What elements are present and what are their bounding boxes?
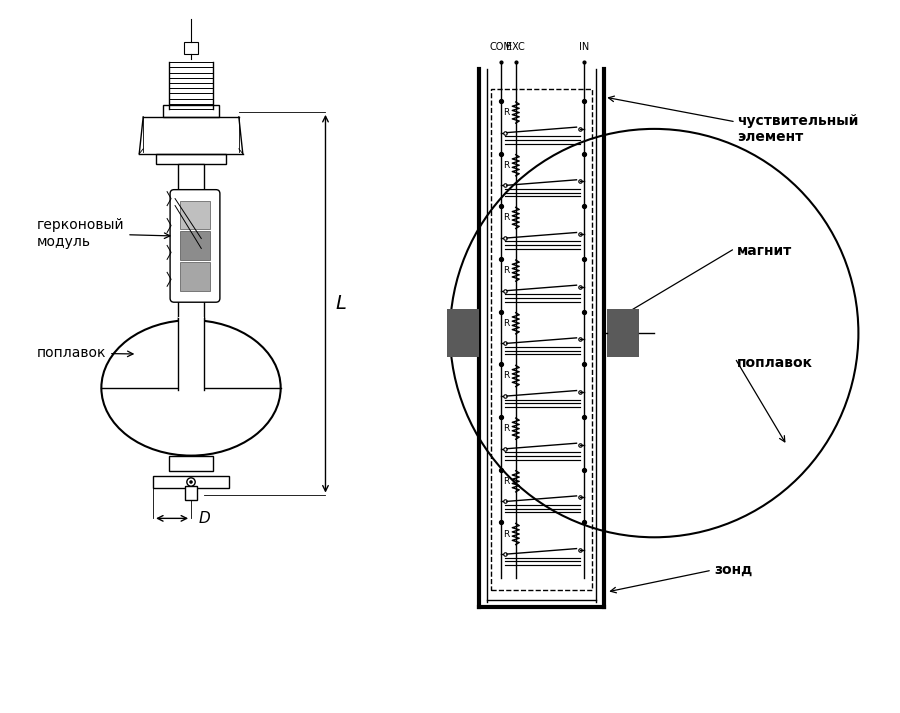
Text: R: R — [503, 266, 508, 275]
Ellipse shape — [102, 320, 281, 456]
Bar — [180, 200, 210, 230]
Bar — [608, 309, 639, 357]
Bar — [180, 262, 210, 291]
Bar — [184, 42, 198, 54]
Text: COM: COM — [490, 42, 512, 52]
Text: чуствительный
элемент: чуствительный элемент — [737, 114, 859, 144]
Text: R: R — [503, 213, 508, 222]
Circle shape — [187, 478, 195, 486]
Text: IN: IN — [580, 42, 590, 52]
Bar — [163, 105, 219, 117]
Text: R: R — [503, 371, 508, 381]
Text: поплавок: поплавок — [737, 356, 813, 370]
Text: R: R — [503, 108, 508, 117]
Circle shape — [450, 129, 859, 538]
Bar — [178, 164, 204, 451]
Bar — [178, 317, 204, 390]
Text: L: L — [336, 294, 346, 313]
Text: зонд: зонд — [714, 563, 752, 577]
Bar — [180, 232, 210, 260]
Text: EXC: EXC — [507, 42, 525, 52]
Text: магнит: магнит — [737, 245, 792, 258]
Bar — [185, 486, 197, 501]
Bar — [169, 456, 213, 471]
Text: поплавок: поплавок — [37, 346, 133, 360]
Text: герконовый
модуль: герконовый модуль — [37, 218, 170, 249]
Circle shape — [189, 481, 193, 484]
Text: R: R — [503, 530, 508, 538]
Bar — [153, 476, 229, 488]
FancyBboxPatch shape — [170, 190, 220, 302]
Text: R: R — [503, 319, 508, 328]
Text: R: R — [503, 424, 508, 434]
Bar — [156, 154, 226, 164]
Bar — [447, 309, 479, 357]
Text: D: D — [199, 511, 211, 526]
Text: R: R — [503, 160, 508, 170]
Text: R: R — [503, 477, 508, 486]
Bar — [491, 89, 592, 590]
